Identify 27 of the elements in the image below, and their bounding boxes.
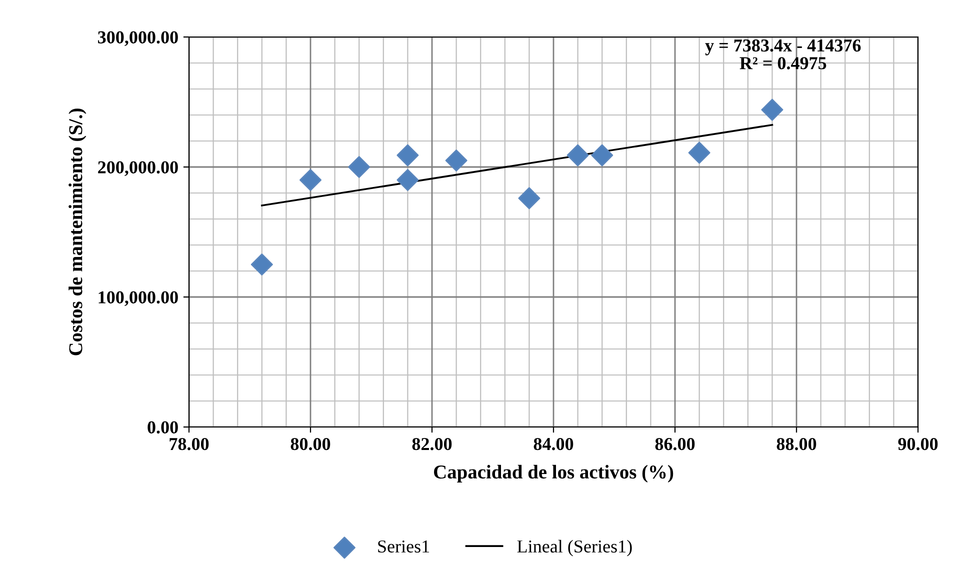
point [396, 144, 419, 166]
point [566, 144, 589, 166]
y-tick-label: 300,000.00 [98, 31, 178, 46]
x-tick-label: 82.00 [412, 438, 452, 450]
point [300, 169, 322, 191]
legend-label: Series1 [378, 540, 430, 553]
x-tick-label: 80.00 [290, 438, 330, 450]
point [591, 144, 614, 166]
x-tick-label: 90.00 [898, 438, 938, 450]
point [396, 169, 419, 191]
annotation: y = 7383.4x - 414376 R² = 0.4975 [705, 39, 861, 70]
y-tick-label: 100,000.00 [98, 291, 178, 306]
legend-label: Lineal (Series1) [517, 540, 632, 556]
x-tick-label: 88.00 [776, 438, 816, 450]
y-tick-label: 200,000.00 [98, 161, 178, 176]
point [445, 150, 468, 172]
x-tick-label: 86.00 [655, 438, 695, 450]
y-tick-label: 0.00 [148, 421, 178, 434]
point [250, 254, 273, 276]
point [761, 98, 784, 121]
y-axis-title: Costos de mantenimiento (S/.) [68, 108, 86, 356]
x-tick-label: 84.00 [534, 438, 574, 450]
point [688, 142, 710, 164]
point [348, 156, 370, 178]
x-tick-label: 78.00 [170, 438, 209, 450]
x-axis-title: Capacidad de los activos (%) [434, 464, 674, 483]
point [518, 187, 540, 210]
